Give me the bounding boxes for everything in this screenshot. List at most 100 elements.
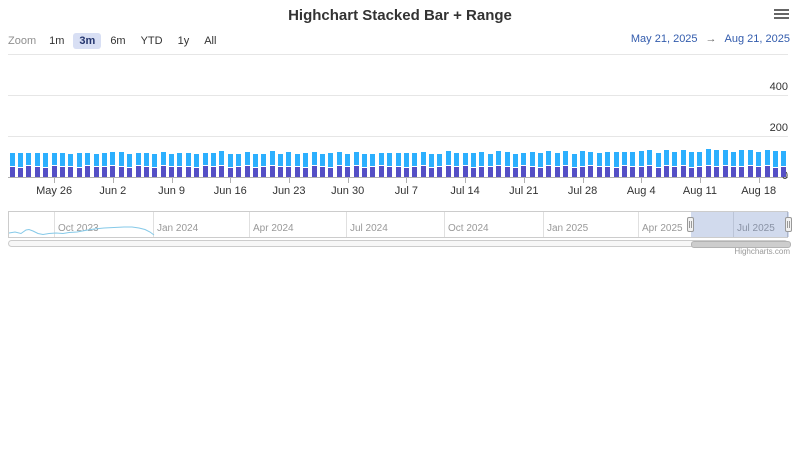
bar-segment-bottom (177, 167, 183, 177)
x-axis: May 26 Jun 2 Jun 9 Jun 16 Jun 23 Jun 30 Jul 7 J… (8, 178, 788, 200)
range-button-1m[interactable]: 1m (49, 34, 65, 47)
x-tick (465, 178, 467, 183)
x-tick (112, 178, 114, 183)
bar-segment-top (479, 152, 485, 166)
range-button-6m[interactable]: 6m (110, 34, 126, 47)
bar-segment-bottom (638, 167, 644, 177)
range-button-3m[interactable]: 3m (73, 32, 102, 49)
x-tick (347, 178, 349, 183)
bar-segment-top (538, 153, 544, 167)
navigator-handle-left[interactable] (687, 217, 694, 232)
x-tick (288, 178, 290, 183)
bar-segment-bottom (470, 167, 476, 177)
bar-segment-top (714, 150, 720, 167)
bar-segment-bottom (722, 165, 728, 177)
bar-segment-top (512, 153, 518, 167)
bar-segment-bottom (655, 167, 661, 177)
bar-segment-bottom (320, 166, 326, 177)
x-tick (699, 178, 701, 183)
bar-segment-top (152, 154, 158, 167)
navigator-gridline (733, 212, 734, 237)
scrollbar-thumb[interactable] (691, 241, 791, 248)
navigator[interactable]: Oct 2023 Jan 2024 Apr 2024 Jul 2024 Oct 2024… (8, 211, 792, 238)
bar-segment-top (445, 150, 451, 165)
x-tick (230, 178, 232, 183)
zoom-label: Zoom (8, 34, 37, 47)
bar-segment-top (613, 151, 619, 167)
bar-segment-top (647, 150, 653, 165)
date-to-input[interactable]: Aug 21, 2025 (724, 33, 790, 45)
bar-segment-bottom (160, 165, 166, 177)
bar-segment-bottom (303, 167, 309, 177)
navigator-gridline (543, 212, 544, 237)
bar-segment-bottom (521, 165, 527, 177)
bar-segment-bottom (747, 165, 753, 177)
navigator-axis-label: Apr 2024 (253, 223, 294, 234)
navigator-handle-right[interactable] (785, 217, 792, 232)
y-gridline (8, 136, 788, 137)
bar-segment-bottom (445, 165, 451, 177)
chart-menu-button[interactable] (773, 9, 790, 22)
navigator-selected-range[interactable] (691, 212, 789, 237)
bar-segment-top (278, 154, 284, 167)
bar-segment-bottom (605, 166, 611, 177)
range-button-ytd[interactable]: YTD (140, 34, 163, 47)
bar-segment-top (18, 153, 24, 167)
bar-segment-bottom (538, 167, 544, 177)
bar-segment-top (160, 152, 166, 165)
navigator-gridline (346, 212, 347, 237)
bar-segment-top (143, 152, 149, 166)
bar-segment-top (68, 153, 74, 166)
navigator-gridline (638, 212, 639, 237)
bar-segment-top (118, 152, 124, 167)
bar-segment-top (210, 153, 216, 167)
bar-segment-top (361, 153, 367, 167)
bar-segment-top (60, 153, 66, 166)
bar-segment-top (252, 153, 258, 167)
x-axis-label: Jun 30 (331, 185, 365, 197)
bar-segment-top (697, 152, 703, 166)
range-button-1y[interactable]: 1y (177, 34, 190, 47)
bar-segment-bottom (328, 167, 334, 177)
bar-segment-top (437, 153, 443, 166)
navigator-axis-label: Oct 2024 (448, 223, 489, 234)
bar-segment-bottom (101, 166, 107, 177)
bar-segment-bottom (143, 166, 149, 177)
bar-segment-top (320, 153, 326, 166)
bar-segment-top (286, 152, 292, 166)
navigator-gridline (153, 212, 154, 237)
bar-segment-bottom (714, 167, 720, 177)
bar-segment-bottom (689, 167, 695, 177)
bar-segment-bottom (781, 166, 787, 177)
bar-segment-top (311, 152, 317, 166)
bar-segment-bottom (236, 166, 242, 177)
bar-segment-bottom (227, 167, 233, 177)
bar-segment-bottom (412, 166, 418, 177)
bar-segment-bottom (512, 167, 518, 177)
bar-segment-top (655, 153, 661, 167)
navigator-gridline (249, 212, 250, 237)
bar-segment-top (244, 152, 250, 166)
x-axis-label: Jul 7 (394, 185, 418, 197)
bar-segment-bottom (194, 167, 200, 177)
bar-segment-top (303, 153, 309, 167)
bar-segment-top (621, 151, 627, 165)
bar-segment-top (580, 151, 586, 166)
bar-segment-bottom (202, 166, 208, 177)
range-button-all[interactable]: All (204, 34, 217, 47)
bar-segment-bottom (60, 166, 66, 177)
bar-segment-bottom (437, 166, 443, 177)
page-title: Highchart Stacked Bar + Range (288, 7, 512, 24)
scrollbar-track[interactable] (8, 240, 791, 248)
credits-link[interactable]: Highcharts.com (734, 247, 790, 256)
bar-segment-bottom (378, 165, 384, 177)
x-axis-label: Jun 16 (213, 185, 247, 197)
x-tick (54, 178, 56, 183)
bar-segment-bottom (311, 166, 317, 177)
bar-segment-top (43, 153, 49, 167)
date-from-input[interactable]: May 21, 2025 (630, 33, 698, 45)
bar-segment-top (496, 150, 502, 166)
plot-area[interactable]: 4002000 (8, 54, 788, 182)
bar-segment-top (336, 151, 342, 165)
